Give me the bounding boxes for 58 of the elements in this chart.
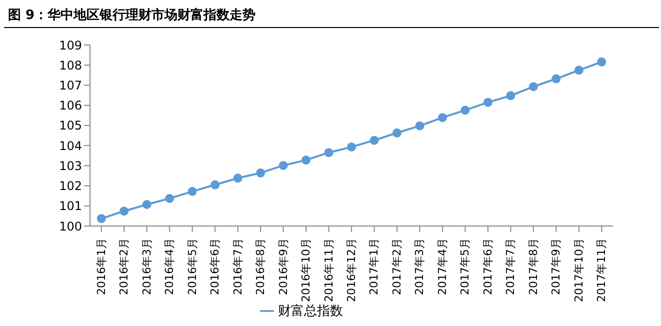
x-tick-label: 2016年3月 bbox=[140, 238, 154, 295]
x-tick-label: 2016年2月 bbox=[118, 238, 131, 295]
point bbox=[210, 180, 220, 190]
y-tick-label: 101 bbox=[59, 199, 82, 214]
y-tick-label: 105 bbox=[59, 118, 82, 133]
point bbox=[597, 57, 606, 66]
x-tick-label: 2016年4月 bbox=[163, 238, 176, 295]
y-tick-label: 107 bbox=[59, 78, 82, 92]
y-tick-label: 103 bbox=[59, 158, 82, 173]
x-tick-label: 2017年7月 bbox=[504, 238, 518, 295]
point bbox=[574, 66, 584, 75]
point bbox=[483, 98, 492, 107]
x-tick-label: 2017年5月 bbox=[458, 238, 472, 295]
y-tick-label: 109 bbox=[59, 38, 82, 52]
x-tick-label: 2016年8月 bbox=[254, 238, 268, 295]
x-tick-label: 2017年4月 bbox=[436, 238, 449, 295]
x-tick-label: 2017年6月 bbox=[481, 238, 494, 295]
chart-title: 图 9：华中地区银行理财市场财富指数走势 bbox=[8, 6, 256, 24]
legend-label: 财富总指数 bbox=[278, 304, 343, 319]
x-tick-label: 2017年1月 bbox=[368, 238, 381, 295]
point bbox=[528, 82, 538, 92]
point bbox=[370, 136, 379, 145]
x-tick-label: 2016年1月 bbox=[94, 238, 108, 295]
point bbox=[415, 121, 424, 130]
point bbox=[96, 214, 106, 224]
point bbox=[278, 160, 288, 170]
x-tick-label: 2017年2月 bbox=[390, 238, 404, 295]
x-tick-label: 2016年10月 bbox=[300, 238, 313, 302]
y-tick-label: 106 bbox=[59, 98, 82, 113]
point bbox=[233, 174, 242, 183]
x-tick-label: 2016年7月 bbox=[231, 238, 244, 295]
point bbox=[302, 156, 311, 165]
point bbox=[347, 142, 356, 152]
y-tick-label: 102 bbox=[59, 179, 82, 194]
point bbox=[438, 113, 447, 122]
x-tick-label: 2016年9月 bbox=[276, 238, 290, 295]
x-tick-label: 2016年12月 bbox=[345, 238, 358, 302]
point bbox=[506, 91, 516, 100]
point bbox=[120, 206, 129, 216]
point bbox=[188, 186, 197, 196]
x-tick-label: 2017年9月 bbox=[550, 238, 563, 295]
y-tick-label: 108 bbox=[59, 58, 82, 72]
x-tick-label: 2016年5月 bbox=[186, 238, 199, 295]
x-tick-label: 2017年11月 bbox=[595, 238, 608, 302]
point bbox=[460, 106, 470, 115]
x-tick-label: 2016年11月 bbox=[322, 238, 336, 302]
point bbox=[392, 128, 402, 138]
x-tick-label: 2017年3月 bbox=[413, 238, 426, 295]
point bbox=[142, 200, 152, 209]
x-tick-label: 2016年6月 bbox=[208, 238, 222, 295]
x-tick-label: 2017年10月 bbox=[572, 238, 586, 302]
y-tick-label: 100 bbox=[59, 219, 82, 234]
point bbox=[552, 74, 561, 84]
y-tick-label: 104 bbox=[59, 138, 82, 153]
x-tick-label: 2017年8月 bbox=[526, 238, 540, 295]
point bbox=[256, 168, 266, 178]
point bbox=[324, 148, 334, 158]
point bbox=[165, 194, 174, 203]
